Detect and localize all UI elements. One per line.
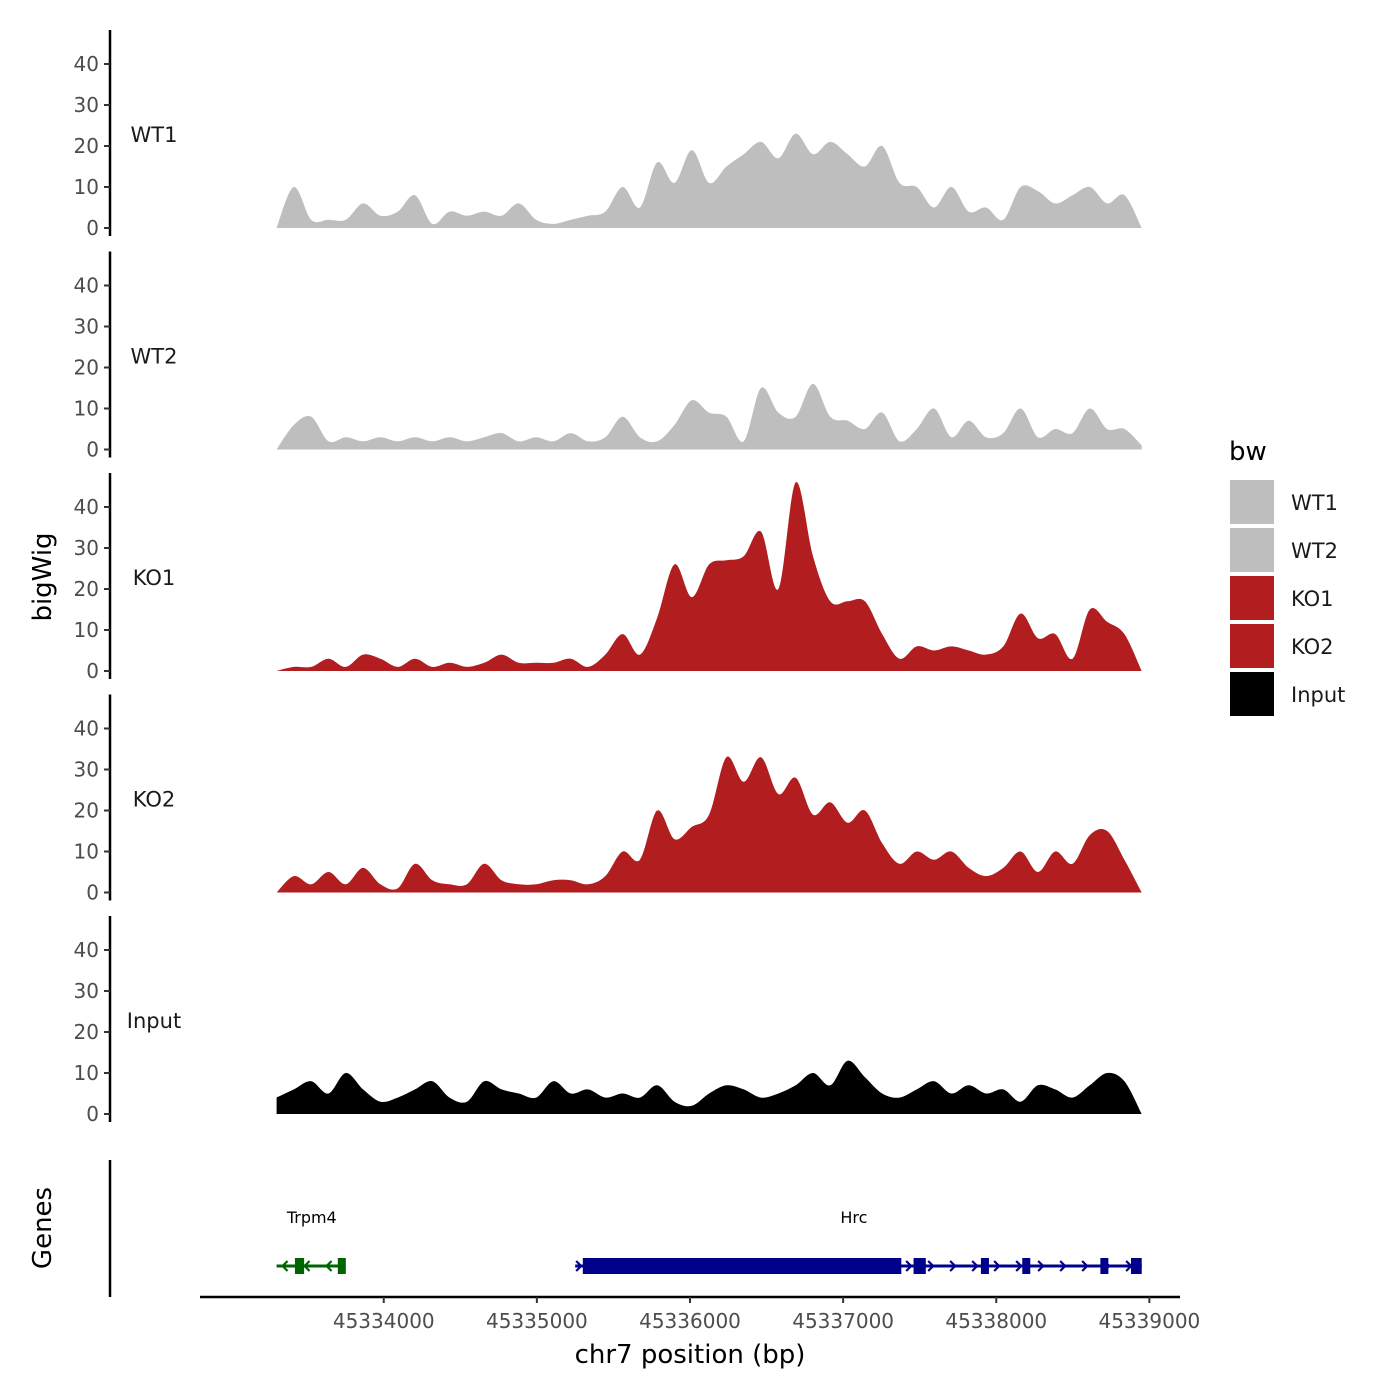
area-ko1 bbox=[276, 482, 1142, 671]
strand-arrow bbox=[949, 1260, 957, 1272]
genes-panel: Trpm4 Hrc bbox=[108, 1160, 1142, 1297]
legend-label: KO1 bbox=[1291, 587, 1334, 611]
y-tick-label: 30 bbox=[74, 536, 99, 560]
y-axis-title: bigWig bbox=[28, 532, 58, 621]
y-tick-label: 10 bbox=[74, 1061, 99, 1085]
y-tick-label: 40 bbox=[74, 52, 99, 76]
y-tick-label: 40 bbox=[74, 938, 99, 962]
gene-label: Hrc bbox=[840, 1208, 867, 1227]
track-label: WT1 bbox=[131, 123, 178, 147]
exon-block bbox=[337, 1258, 346, 1274]
y-tick-label: 20 bbox=[74, 134, 99, 158]
legend-title: bw bbox=[1229, 437, 1267, 467]
strand-arrow bbox=[971, 1260, 979, 1272]
area-wt2 bbox=[276, 383, 1142, 450]
strand-arrow bbox=[1015, 1260, 1023, 1272]
strand-arrow bbox=[303, 1260, 311, 1272]
area-input bbox=[276, 1060, 1142, 1114]
exon-block bbox=[980, 1258, 989, 1274]
gene-label: Trpm4 bbox=[286, 1208, 337, 1227]
x-tick-label: 45336000 bbox=[639, 1309, 741, 1333]
y-tick-label: 30 bbox=[74, 758, 99, 782]
strand-arrow bbox=[1037, 1260, 1045, 1272]
area-ko2 bbox=[276, 756, 1142, 893]
track-ko2: 0 10 20 30 40 KO2 bbox=[74, 694, 1142, 905]
strand-arrow bbox=[1059, 1260, 1067, 1272]
y-tick-label: 10 bbox=[74, 840, 99, 864]
track-ko1: 0 10 20 30 40 KO1 bbox=[74, 473, 1142, 683]
gene-hrc: Hrc bbox=[575, 1208, 1142, 1274]
legend-swatch bbox=[1230, 672, 1274, 716]
strand-arrow bbox=[325, 1260, 333, 1272]
y-tick-label: 0 bbox=[86, 881, 99, 905]
genes-axis-title: Genes bbox=[28, 1187, 58, 1269]
y-tick-label: 0 bbox=[86, 659, 99, 683]
y-tick-label: 30 bbox=[74, 315, 99, 339]
legend-swatch bbox=[1230, 528, 1274, 572]
legend-label: WT2 bbox=[1291, 539, 1338, 563]
legend: bw WT1 WT2 KO1 KO2 Input bbox=[1229, 437, 1345, 716]
y-tick-label: 30 bbox=[74, 93, 99, 117]
strand-arrow bbox=[905, 1260, 913, 1272]
legend-label: Input bbox=[1291, 683, 1345, 707]
y-tick-label: 20 bbox=[74, 356, 99, 380]
strand-arrow bbox=[575, 1260, 583, 1272]
y-tick-label: 40 bbox=[74, 274, 99, 298]
track-wt2: 0 10 20 30 40 WT2 bbox=[74, 251, 1142, 462]
tracks: 0 10 20 30 40 WT1 0 10 20 30 40 WT2 0 10 20 30 40 KO1 0 10 2… bbox=[74, 30, 1142, 1126]
legend-label: KO2 bbox=[1291, 635, 1334, 659]
y-tick-label: 20 bbox=[74, 799, 99, 823]
strand-arrow bbox=[993, 1260, 1001, 1272]
exon-block bbox=[582, 1258, 902, 1274]
exon-block bbox=[913, 1258, 926, 1274]
legend-swatch bbox=[1230, 480, 1274, 524]
y-tick-label: 0 bbox=[86, 438, 99, 462]
track-wt1: 0 10 20 30 40 WT1 bbox=[74, 30, 1142, 240]
y-tick-label: 40 bbox=[74, 495, 99, 519]
gene-trpm4: Trpm4 bbox=[276, 1208, 346, 1274]
x-tick-label: 45334000 bbox=[333, 1309, 435, 1333]
strand-arrow bbox=[1081, 1260, 1089, 1272]
y-tick-label: 20 bbox=[74, 577, 99, 601]
x-tick-label: 45338000 bbox=[945, 1309, 1047, 1333]
y-tick-label: 0 bbox=[86, 216, 99, 240]
exon-block bbox=[1022, 1258, 1031, 1274]
strand-arrow bbox=[281, 1260, 289, 1272]
exon-block bbox=[1100, 1258, 1109, 1274]
y-tick-label: 40 bbox=[74, 717, 99, 741]
y-tick-label: 10 bbox=[74, 397, 99, 421]
track-label: KO2 bbox=[133, 788, 176, 812]
track-input: 0 10 20 30 40 Input bbox=[74, 916, 1142, 1126]
x-axis-title: chr7 position (bp) bbox=[575, 1340, 806, 1370]
y-tick-label: 0 bbox=[86, 1102, 99, 1126]
x-axis: 45334000 45335000 45336000 45337000 45338000… bbox=[200, 1295, 1200, 1333]
legend-swatch bbox=[1230, 624, 1274, 668]
x-tick-label: 45335000 bbox=[486, 1309, 588, 1333]
exon-block bbox=[294, 1258, 305, 1274]
x-tick-label: 45337000 bbox=[792, 1309, 894, 1333]
track-label: KO1 bbox=[133, 566, 176, 590]
strand-arrow bbox=[927, 1260, 935, 1272]
y-tick-label: 20 bbox=[74, 1020, 99, 1044]
y-tick-label: 30 bbox=[74, 979, 99, 1003]
x-tick-label: 45339000 bbox=[1098, 1309, 1200, 1333]
area-wt1 bbox=[276, 133, 1142, 228]
legend-label: WT1 bbox=[1291, 491, 1338, 515]
track-label: Input bbox=[127, 1009, 181, 1033]
y-tick-label: 10 bbox=[74, 175, 99, 199]
y-tick-label: 10 bbox=[74, 618, 99, 642]
legend-swatch bbox=[1230, 576, 1274, 620]
exon-block bbox=[1131, 1258, 1142, 1274]
track-label: WT2 bbox=[131, 345, 178, 369]
